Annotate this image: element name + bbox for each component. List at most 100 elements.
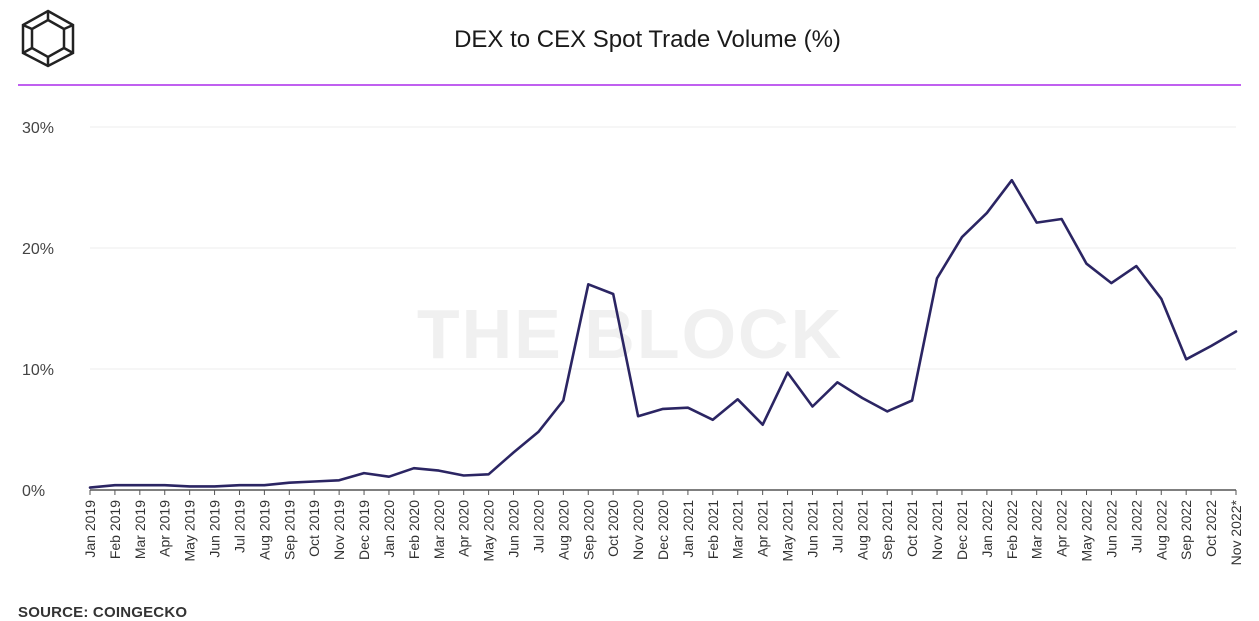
x-tick-label: Dec 2020 bbox=[655, 500, 671, 560]
x-tick-label: Feb 2020 bbox=[406, 500, 422, 559]
series-layer bbox=[88, 178, 1239, 490]
x-tick-label: Oct 2021 bbox=[904, 500, 920, 557]
data-point bbox=[112, 483, 117, 488]
data-point bbox=[262, 483, 267, 488]
data-point bbox=[137, 483, 142, 488]
x-tick-label: Jun 2019 bbox=[207, 500, 223, 558]
data-point bbox=[1234, 329, 1239, 334]
y-axis-ticks: 0% 10% 20% 30% bbox=[22, 120, 54, 500]
x-tick-label: Oct 2019 bbox=[306, 500, 322, 557]
x-tick-label: Feb 2022 bbox=[1004, 500, 1020, 559]
y-tick-label: 10% bbox=[22, 362, 54, 379]
chart-title: DEX to CEX Spot Trade Volume (%) bbox=[454, 26, 841, 53]
data-point bbox=[984, 210, 989, 215]
x-tick-label: Nov 2021 bbox=[929, 500, 945, 560]
data-point bbox=[1159, 296, 1164, 301]
x-tick-label: Jan 2020 bbox=[381, 500, 397, 558]
x-tick-label: Aug 2022 bbox=[1153, 500, 1169, 560]
x-tick-label: Feb 2019 bbox=[107, 500, 123, 559]
data-point bbox=[386, 474, 391, 479]
x-tick-label: Oct 2022 bbox=[1203, 500, 1219, 557]
watermark-text: THE BLOCK bbox=[417, 295, 843, 373]
y-tick-label: 20% bbox=[22, 241, 54, 258]
data-point bbox=[1209, 344, 1214, 349]
x-tick-label: Mar 2020 bbox=[431, 500, 447, 559]
x-tick-label: Jul 2021 bbox=[829, 500, 845, 553]
x-tick-label: Nov 2019 bbox=[331, 500, 347, 560]
x-tick-label: Nov 2022* bbox=[1228, 499, 1244, 565]
data-point bbox=[1184, 357, 1189, 362]
data-point bbox=[411, 466, 416, 471]
data-point bbox=[162, 483, 167, 488]
x-tick-label: Sep 2020 bbox=[580, 500, 596, 560]
x-tick-label: Aug 2019 bbox=[256, 500, 272, 560]
data-point bbox=[511, 450, 516, 455]
data-point bbox=[362, 471, 367, 476]
x-tick-label: Dec 2021 bbox=[954, 500, 970, 560]
x-axis-ticks: Jan 2019 Feb 2019 Mar 2019 Apr 2019 May 2019… bbox=[82, 490, 1244, 565]
data-point bbox=[586, 282, 591, 287]
x-tick-label: Sep 2021 bbox=[879, 500, 895, 560]
x-tick-label: Apr 2019 bbox=[157, 500, 173, 557]
data-point bbox=[486, 472, 491, 477]
data-point bbox=[1034, 220, 1039, 225]
series-line bbox=[88, 178, 1238, 489]
x-tick-label: Jul 2019 bbox=[231, 500, 247, 553]
data-point bbox=[1109, 281, 1114, 286]
y-tick-label: 0% bbox=[22, 483, 45, 500]
data-point bbox=[88, 485, 93, 490]
data-point bbox=[910, 398, 915, 403]
x-tick-label: Jan 2021 bbox=[680, 500, 696, 558]
data-point bbox=[835, 380, 840, 385]
data-point bbox=[785, 370, 790, 375]
x-tick-label: Jul 2020 bbox=[530, 500, 546, 553]
data-point bbox=[1134, 264, 1139, 269]
x-tick-label: Jan 2019 bbox=[82, 500, 98, 558]
data-point bbox=[636, 414, 641, 419]
x-tick-label: Nov 2020 bbox=[630, 500, 646, 560]
x-tick-label: May 2020 bbox=[481, 500, 497, 562]
x-tick-label: Apr 2020 bbox=[456, 500, 472, 557]
x-tick-label: Mar 2022 bbox=[1029, 500, 1045, 559]
x-tick-label: Apr 2022 bbox=[1054, 500, 1070, 557]
data-point bbox=[1009, 178, 1014, 183]
x-tick-label: Dec 2019 bbox=[356, 500, 372, 560]
data-point bbox=[710, 417, 715, 422]
y-tick-label: 30% bbox=[22, 120, 54, 137]
x-tick-label: Aug 2020 bbox=[555, 500, 571, 560]
data-point bbox=[1059, 216, 1064, 221]
x-tick-label: May 2022 bbox=[1079, 500, 1095, 562]
x-tick-label: Jan 2022 bbox=[979, 500, 995, 558]
title-divider bbox=[18, 84, 1241, 86]
data-point bbox=[287, 480, 292, 485]
data-point bbox=[237, 483, 242, 488]
data-point bbox=[536, 429, 541, 434]
x-tick-label: Apr 2021 bbox=[755, 500, 771, 557]
data-point bbox=[661, 406, 666, 411]
x-tick-label: Oct 2020 bbox=[605, 500, 621, 557]
data-point bbox=[810, 404, 815, 409]
data-point bbox=[312, 479, 317, 484]
the-block-cube-logo-icon bbox=[21, 9, 75, 68]
data-point bbox=[461, 473, 466, 478]
x-tick-label: Feb 2021 bbox=[705, 500, 721, 559]
source-note: SOURCE: COINGECKO bbox=[18, 604, 188, 621]
x-tick-label: Jun 2020 bbox=[506, 500, 522, 558]
x-tick-label: May 2019 bbox=[182, 500, 198, 562]
data-point bbox=[760, 422, 765, 427]
data-point bbox=[611, 291, 616, 296]
data-point bbox=[685, 405, 690, 410]
data-point bbox=[212, 484, 217, 489]
x-tick-label: Jun 2022 bbox=[1103, 500, 1119, 558]
x-tick-label: Mar 2021 bbox=[730, 500, 746, 559]
data-point bbox=[1084, 261, 1089, 266]
x-tick-label: Sep 2019 bbox=[281, 500, 297, 560]
data-point bbox=[735, 397, 740, 402]
x-tick-label: Mar 2019 bbox=[132, 500, 148, 559]
data-point bbox=[935, 276, 940, 281]
x-tick-label: Jul 2022 bbox=[1128, 500, 1144, 553]
data-point bbox=[860, 396, 865, 401]
x-tick-label: Aug 2021 bbox=[854, 500, 870, 560]
data-point bbox=[885, 409, 890, 414]
